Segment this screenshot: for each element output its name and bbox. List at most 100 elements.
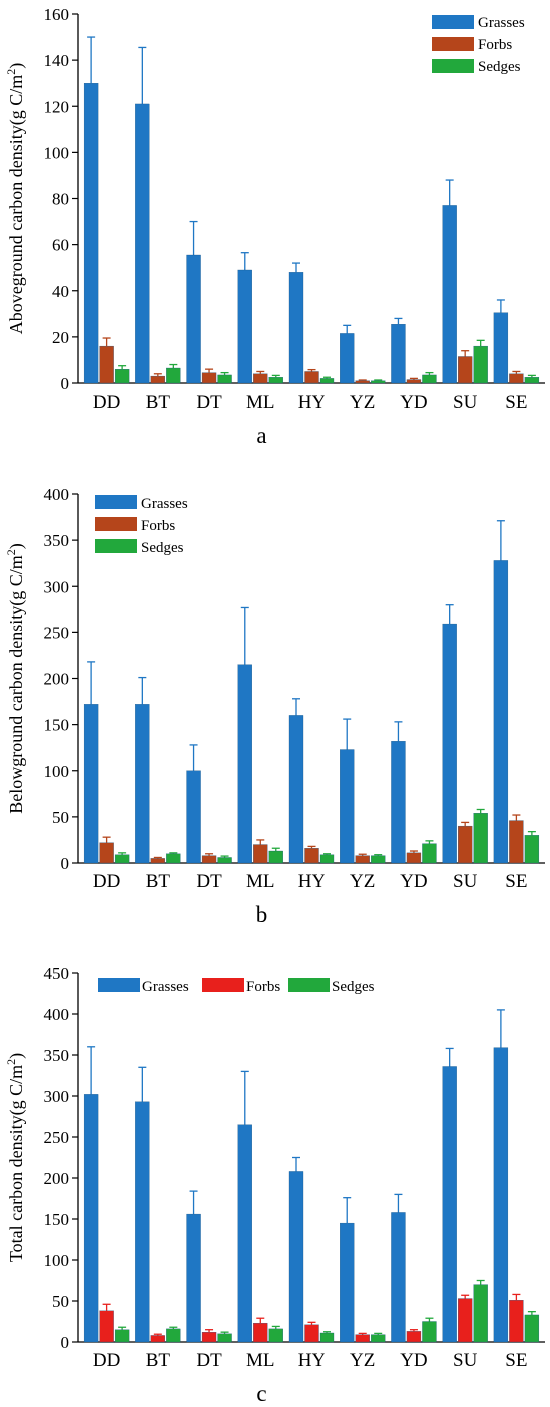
- legend-swatch-grasses: [98, 978, 140, 992]
- chart-panel-a: 0 20 40 60 80 100 120 140 160 Aboveground carbon …: [4, 5, 545, 448]
- bar-grasses-dd: [83, 1094, 99, 1343]
- x-tick-label: YD: [400, 1350, 427, 1371]
- legend-swatch-forbs: [202, 978, 244, 992]
- bar-sedges-dd: [114, 1329, 130, 1343]
- bar-grasses-bt: [135, 1101, 150, 1343]
- panel-label: b: [256, 902, 268, 927]
- panel-label: a: [256, 423, 266, 448]
- legend-swatch-sedges: [288, 978, 330, 992]
- x-tick-label: DT: [196, 871, 222, 892]
- bar-sedges-yd: [422, 843, 437, 864]
- y-tick-label: 120: [44, 97, 70, 116]
- bar-sedges-su: [473, 813, 488, 864]
- x-tick-label: BT: [146, 392, 171, 413]
- bar-grasses-yd: [391, 1212, 406, 1343]
- legend-swatch-grasses: [95, 495, 137, 509]
- bar-sedges-dd: [114, 854, 130, 864]
- bar-sedges-se: [524, 1314, 540, 1343]
- bar-sedges-yz: [371, 380, 386, 384]
- y-tick-label: 50: [52, 808, 69, 827]
- bar-forbs-dd: [99, 345, 114, 384]
- x-tick-label: DD: [93, 1350, 120, 1371]
- bar-sedges-bt: [166, 367, 181, 384]
- y-tick-label: 400: [44, 485, 70, 504]
- legend-label: Grasses: [142, 979, 189, 995]
- bar-sedges-dt: [217, 374, 232, 384]
- y-axis-label: Belowground carbon density(g C/m2): [4, 543, 27, 813]
- y-tick-label: 250: [44, 1128, 70, 1147]
- bar-sedges-dt: [217, 857, 232, 864]
- bar-grasses-hy: [288, 1171, 304, 1343]
- x-tick-label: SU: [453, 1350, 478, 1371]
- legend: Grasses Forbs Sedges: [98, 978, 375, 995]
- x-tick-label: SU: [453, 871, 478, 892]
- bar-forbs-dt: [201, 372, 217, 384]
- bar-sedges-yz: [371, 855, 386, 864]
- bar-forbs-dt: [201, 1332, 217, 1343]
- bar-forbs-se: [509, 373, 524, 384]
- bar-sedges-hy: [319, 1332, 335, 1343]
- y-axis-label: Aboveground carbon density(g C/m2): [4, 63, 27, 334]
- bar-grasses-dd: [83, 704, 99, 864]
- bar-sedges-se: [524, 377, 540, 384]
- bar-forbs-yd: [406, 852, 422, 864]
- bar-forbs-hy: [304, 371, 319, 384]
- bar-sedges-bt: [166, 853, 181, 864]
- y-tick-label: 300: [44, 577, 70, 596]
- legend-label: Sedges: [332, 979, 375, 995]
- bar-forbs-dd: [99, 842, 114, 864]
- bar-grasses-hy: [288, 715, 304, 864]
- bar-sedges-yd: [422, 1321, 437, 1343]
- bar-forbs-bt: [150, 1335, 165, 1343]
- x-tick-label: YZ: [350, 1350, 375, 1371]
- bar-forbs-ml: [253, 373, 268, 384]
- bar-sedges-dt: [217, 1333, 232, 1343]
- bar-forbs-yz: [355, 380, 370, 384]
- bar-grasses-bt: [135, 704, 150, 864]
- x-tick-label: DD: [93, 392, 120, 413]
- legend-swatch-sedges: [95, 539, 137, 553]
- legend-swatch-forbs: [432, 37, 474, 51]
- y-tick-label: 140: [44, 51, 70, 70]
- y-tick-label: 450: [44, 964, 70, 983]
- bar-forbs-su: [458, 1298, 473, 1343]
- legend-swatch-grasses: [432, 15, 474, 29]
- panel-label: c: [256, 1381, 266, 1406]
- bar-grasses-ml: [237, 664, 252, 864]
- legend-label: Sedges: [478, 59, 521, 75]
- x-tick-label: YD: [400, 392, 427, 413]
- bar-grasses-su: [442, 205, 457, 384]
- bar-forbs-hy: [304, 1324, 319, 1343]
- y-tick-label: 250: [44, 623, 70, 642]
- y-tick-label: 0: [61, 1333, 70, 1352]
- bar-sedges-su: [473, 1284, 488, 1343]
- bar-sedges-hy: [319, 854, 335, 864]
- bar-grasses-dt: [186, 770, 201, 864]
- bar-sedges-ml: [268, 850, 283, 864]
- legend-label: Grasses: [478, 15, 525, 31]
- bar-grasses-bt: [135, 103, 150, 384]
- bar-sedges-hy: [319, 378, 335, 384]
- bar-forbs-se: [509, 1300, 524, 1343]
- bar-grasses-yz: [340, 749, 355, 864]
- y-tick-label: 80: [52, 190, 69, 209]
- y-tick-label: 20: [52, 328, 69, 347]
- x-tick-label: SE: [505, 1350, 527, 1371]
- x-tick-label: DT: [196, 392, 222, 413]
- x-tick-label: YZ: [350, 392, 375, 413]
- y-tick-label: 100: [44, 1251, 70, 1270]
- y-tick-label: 150: [44, 716, 70, 735]
- y-tick-label: 400: [44, 1005, 70, 1024]
- legend-swatch-forbs: [95, 517, 137, 531]
- y-tick-label: 0: [61, 374, 70, 393]
- y-axis-label: Total carbon density(g C/m2): [4, 1053, 27, 1262]
- y-tick-label: 200: [44, 670, 70, 689]
- bar-forbs-yz: [355, 855, 370, 864]
- legend-swatch-sedges: [432, 59, 474, 73]
- legend-label: Forbs: [246, 979, 280, 995]
- y-tick-label: 100: [44, 762, 70, 781]
- bar-grasses-se: [493, 560, 509, 864]
- bar-grasses-yz: [340, 1222, 355, 1343]
- y-tick-label: 40: [52, 282, 69, 301]
- bar-sedges-su: [473, 345, 488, 384]
